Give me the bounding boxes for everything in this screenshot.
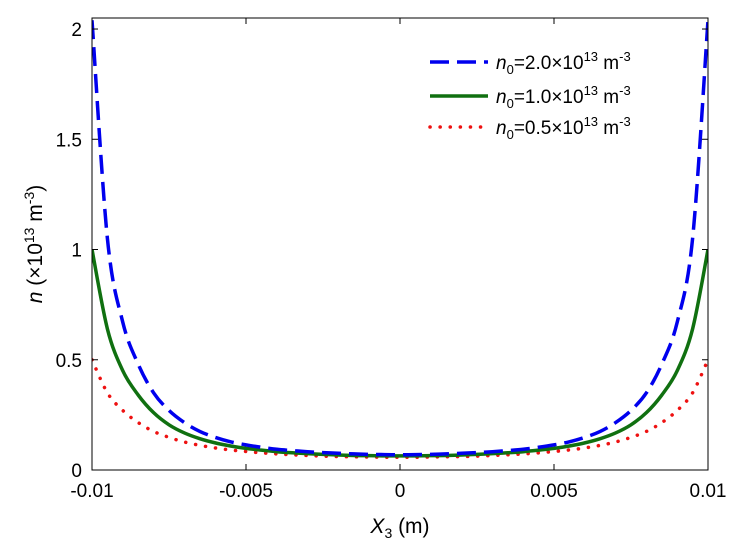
y-tick-label: 0.5 bbox=[56, 351, 82, 372]
x-tick-label: 0 bbox=[395, 481, 406, 502]
x-axis-label: X3 (m) bbox=[369, 515, 429, 541]
y-tick-label: 2 bbox=[71, 20, 82, 41]
series-layer bbox=[92, 20, 708, 459]
x-tick-label: -0.005 bbox=[219, 481, 273, 502]
y-tick-label: 1 bbox=[71, 241, 82, 262]
y-tick-label: 0 bbox=[71, 461, 82, 482]
series-line-0 bbox=[92, 20, 708, 457]
tick-layer: -0.01 -0.005 0 0.005 0.01 0 0.5 1 1.5 2 bbox=[56, 18, 727, 502]
x-tick-label: 0.01 bbox=[690, 481, 727, 502]
legend-label-2: n0=0.5×1013 m-3 bbox=[496, 114, 631, 142]
plot-background bbox=[92, 18, 708, 470]
series-line-2 bbox=[92, 358, 708, 459]
y-tick-label: 1.5 bbox=[56, 130, 82, 151]
x-tick-label: -0.01 bbox=[70, 481, 113, 502]
y-axis-label: n (×1013 m-3) bbox=[21, 185, 47, 304]
legend-label-1: n0=1.0×1013 m-3 bbox=[496, 83, 631, 111]
series-line-1 bbox=[92, 249, 708, 458]
x-tick-label: 0.005 bbox=[530, 481, 578, 502]
legend-label-0: n0=2.0×1013 m-3 bbox=[496, 49, 631, 77]
legend: n0=2.0×1013 m-3 n0=1.0×1013 m-3 n0=0.5×1… bbox=[428, 49, 631, 142]
